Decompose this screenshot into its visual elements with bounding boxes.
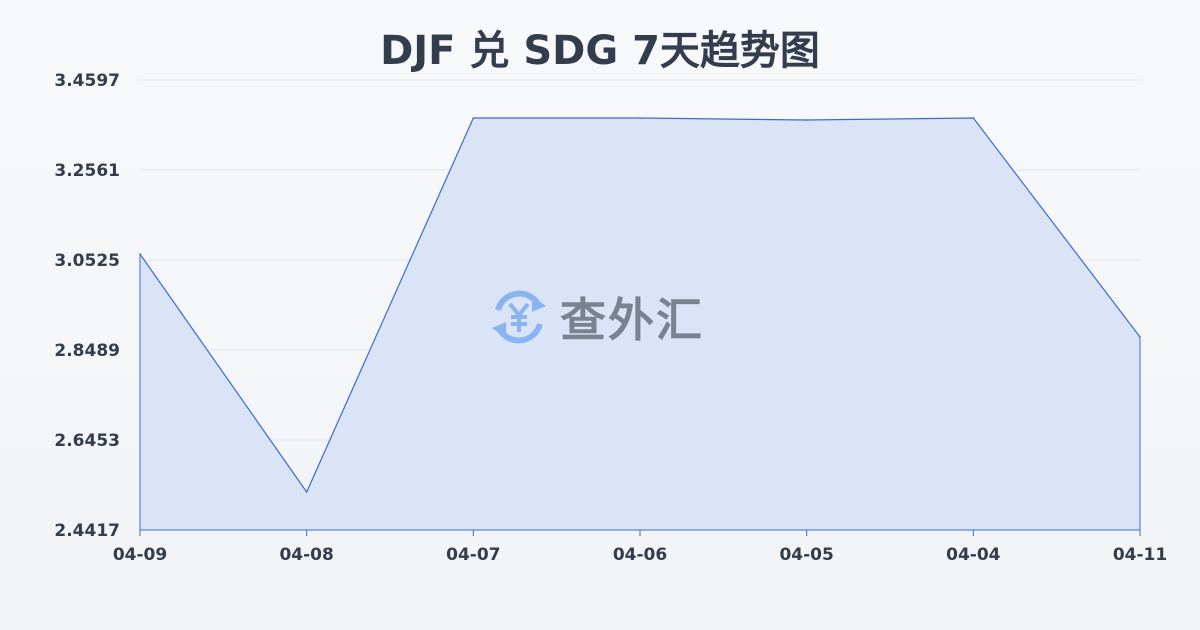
data-point — [972, 117, 975, 119]
y-tick-label: 2.8489 — [54, 341, 120, 361]
data-point — [639, 117, 641, 119]
chart-title: DJF 兑 SDG 7天趋势图 — [380, 28, 820, 74]
data-point — [139, 253, 141, 255]
x-tick-label: 04-11 — [1113, 545, 1167, 565]
data-point — [805, 119, 808, 121]
watermark-text: 查外汇 — [560, 293, 704, 347]
x-tick-label: 04-08 — [279, 545, 333, 565]
x-tick-label: 04-07 — [446, 545, 500, 565]
x-tick-label: 04-06 — [613, 545, 667, 565]
yen-exchange-icon — [492, 290, 546, 344]
area-fill — [140, 118, 1140, 530]
y-tick-label: 3.2561 — [54, 161, 120, 181]
y-tick-label: 2.6453 — [54, 431, 120, 451]
data-point — [472, 117, 475, 119]
x-tick-label: 04-09 — [113, 545, 167, 565]
x-tick-label: 04-04 — [946, 545, 1001, 565]
y-tick-label: 2.4417 — [54, 521, 120, 541]
data-point — [305, 491, 308, 493]
y-tick-label: 3.0525 — [54, 251, 120, 271]
data-point — [1139, 336, 1141, 338]
y-tick-label: 3.4597 — [54, 71, 120, 91]
x-tick-label: 04-05 — [779, 545, 833, 565]
watermark: 查外汇 — [488, 284, 704, 350]
